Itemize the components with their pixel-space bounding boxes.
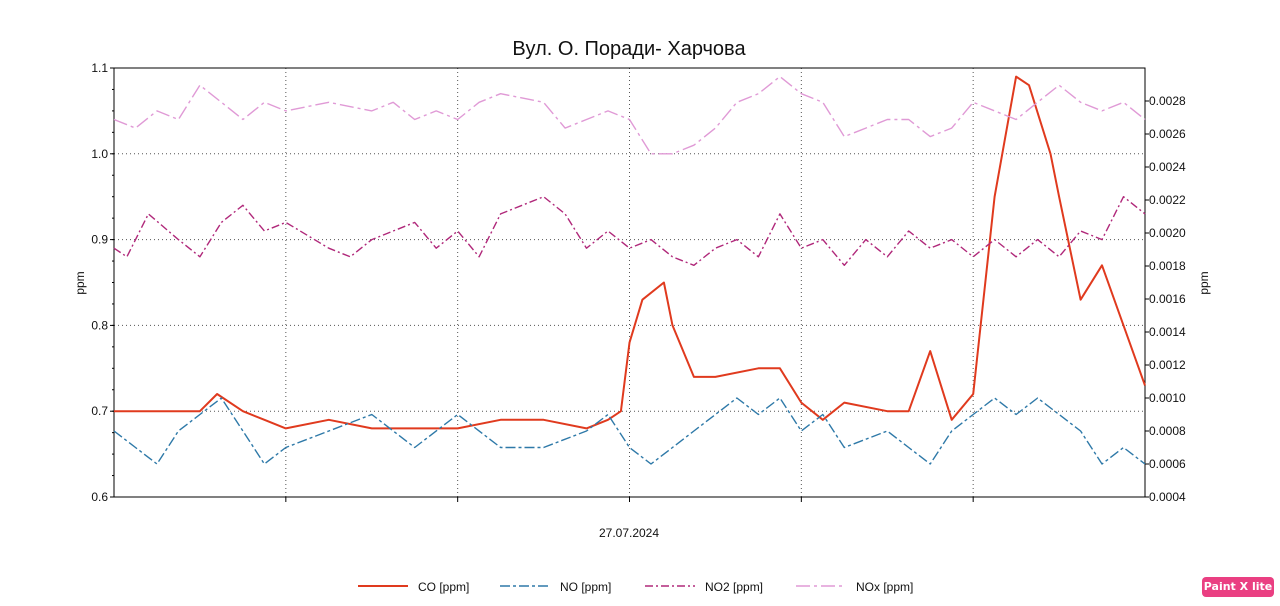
right-tick-label: 0.0024 <box>1149 160 1186 174</box>
right-tick-label: 0.0008 <box>1149 424 1186 438</box>
left-tick-label: 0.6 <box>91 490 108 504</box>
right-axis-label: ppm <box>1197 271 1211 294</box>
legend-label: NO [ppm] <box>560 580 611 594</box>
left-tick-label: 1.1 <box>91 61 108 75</box>
right-tick-label: 0.0012 <box>1149 358 1186 372</box>
paint-x-lite-badge: Paint X lite <box>1202 577 1274 597</box>
grid <box>114 68 1145 502</box>
legend-label: CO [ppm] <box>418 580 469 594</box>
right-tick-label: 0.0020 <box>1149 226 1186 240</box>
right-tick-label: 0.0026 <box>1149 127 1186 141</box>
legend: CO [ppm] NO [ppm] NO2 [ppm] NOx [ppm] <box>358 580 913 594</box>
right-tick-label: 0.0006 <box>1149 457 1186 471</box>
series-lines <box>113 75 1146 465</box>
chart-title: Вул. О. Поради- Харчова <box>512 38 746 60</box>
right-tick-label: 0.0022 <box>1149 193 1186 207</box>
left-tick-label: 0.7 <box>91 404 108 418</box>
series-line-co <box>114 75 1146 430</box>
left-tick-label: 1.0 <box>91 147 108 161</box>
left-tick-label: 0.9 <box>91 233 108 247</box>
right-tick-label: 0.0010 <box>1149 391 1186 405</box>
left-axis-label: ppm <box>73 271 87 294</box>
legend-label: NOx [ppm] <box>856 580 913 594</box>
right-tick-label: 0.0018 <box>1149 259 1186 273</box>
series-line-nox <box>113 75 1146 155</box>
left-tick-label: 0.8 <box>91 318 108 332</box>
left-axis: 0.6 0.7 0.8 0.9 1.0 1.1 <box>91 61 114 504</box>
series-line-no <box>113 397 1146 465</box>
right-tick-label: 0.0028 <box>1149 94 1186 108</box>
legend-label: NO2 [ppm] <box>705 580 763 594</box>
x-axis-label: 27.07.2024 <box>599 526 659 540</box>
right-tick-label: 0.0004 <box>1149 490 1186 504</box>
series-line-no2 <box>113 195 1146 266</box>
right-tick-label: 0.0016 <box>1149 292 1186 306</box>
right-axis: 0.0004 0.0006 0.0008 0.0010 0.0012 0.0014 0.00… <box>1145 94 1186 504</box>
right-tick-label: 0.0014 <box>1149 325 1186 339</box>
